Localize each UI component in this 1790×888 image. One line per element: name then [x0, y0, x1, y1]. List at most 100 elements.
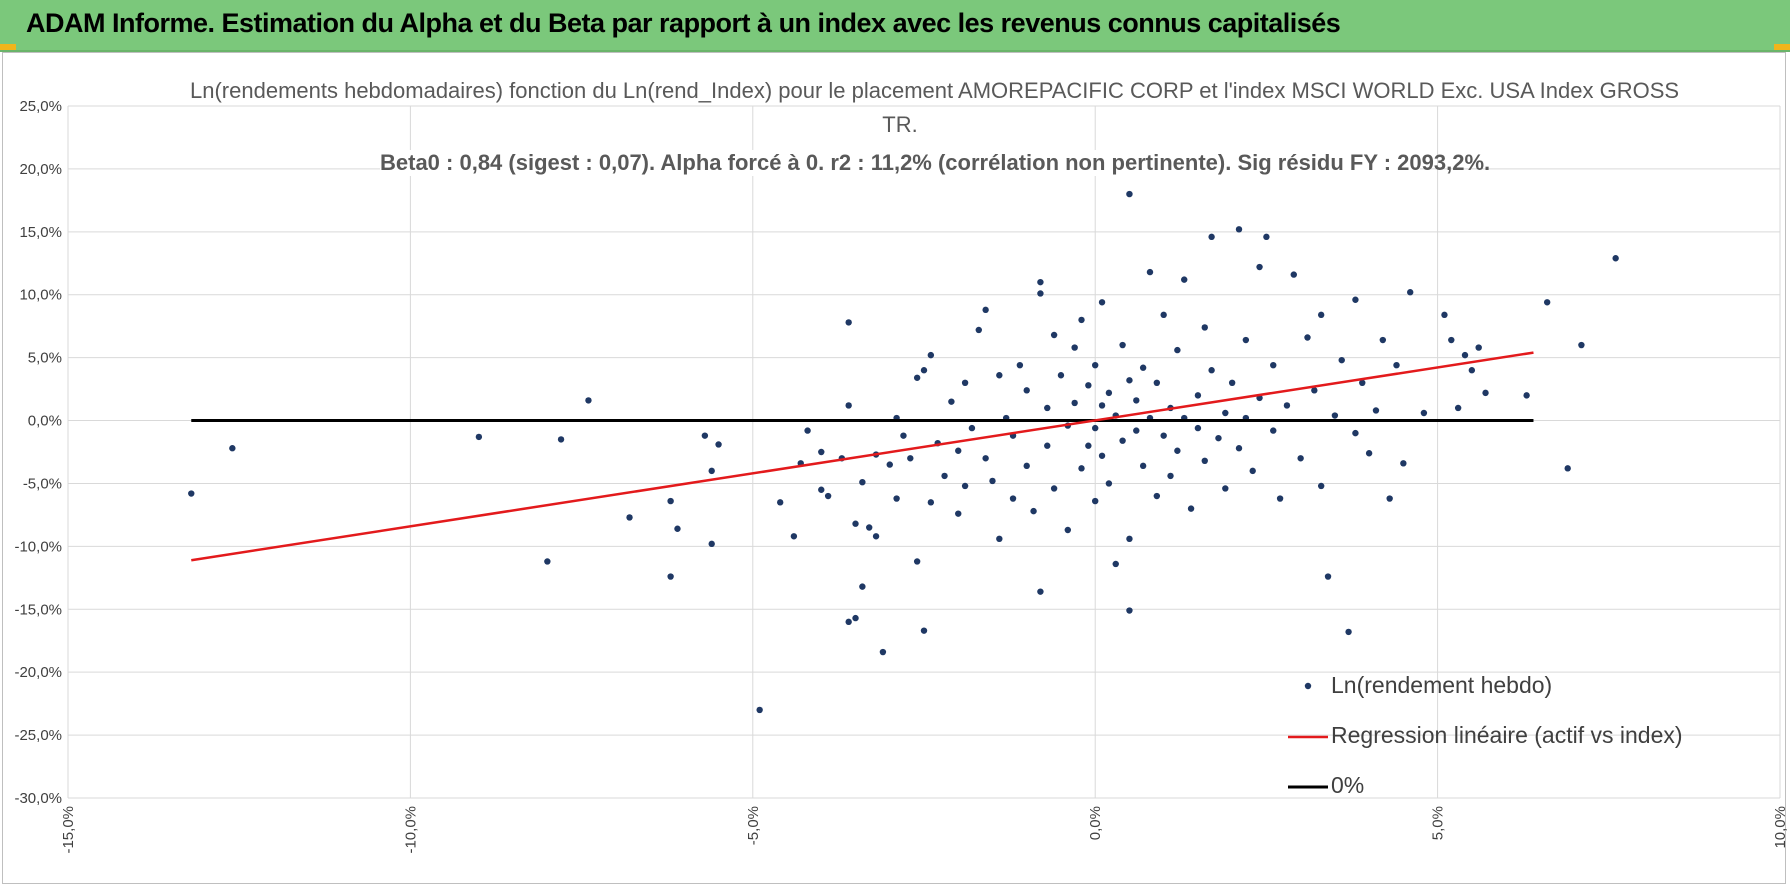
data-point [1270, 361, 1277, 369]
data-point [1078, 465, 1085, 472]
data-point [900, 432, 907, 439]
y-tick-label: 25,0% [19, 98, 62, 115]
data-point [1324, 573, 1332, 580]
data-point [1105, 480, 1113, 487]
data-point [1187, 505, 1195, 512]
y-tick-label: 20,0% [19, 161, 62, 178]
y-tick-label: -15,0% [14, 601, 62, 618]
data-point [1441, 311, 1448, 319]
data-point [1050, 485, 1058, 492]
y-tick-label: 10,0% [19, 287, 62, 304]
data-point [1098, 299, 1106, 306]
data-point [1407, 289, 1414, 296]
data-point [1139, 462, 1147, 470]
data-point [886, 461, 893, 468]
data-point [1564, 465, 1571, 472]
data-point [1208, 367, 1215, 374]
data-point [1454, 404, 1462, 412]
y-tick-label: -30,0% [14, 790, 62, 807]
data-point [968, 424, 976, 432]
data-point [872, 533, 880, 540]
data-point [1317, 311, 1325, 319]
data-point [626, 514, 633, 521]
data-point [1119, 437, 1126, 444]
data-point [667, 497, 674, 505]
legend-label-zero: 0% [1331, 772, 1365, 798]
data-point [1194, 424, 1202, 432]
data-point [893, 495, 900, 502]
data-point [1153, 379, 1161, 386]
data-point [1317, 482, 1325, 490]
data-point [1044, 442, 1051, 449]
data-point [927, 499, 935, 506]
x-tick-label: -15,0% [60, 806, 77, 854]
corner-marker-left [0, 44, 16, 50]
data-point [955, 447, 962, 454]
data-point [941, 472, 948, 480]
data-point [667, 573, 674, 580]
data-point [1345, 628, 1352, 636]
data-point [1078, 316, 1085, 324]
data-point [1249, 467, 1256, 475]
data-point [859, 583, 866, 590]
report-banner: ADAM Informe. Estimation du Alpha et du … [0, 0, 1790, 52]
data-point [1146, 268, 1154, 276]
data-point [845, 319, 852, 326]
data-point [557, 436, 565, 443]
data-point [866, 524, 873, 531]
data-point [982, 455, 989, 462]
y-tick-label: 5,0% [28, 350, 62, 367]
data-point [1475, 344, 1482, 351]
data-point [982, 306, 989, 314]
data-point [1030, 507, 1037, 515]
data-point [818, 448, 825, 456]
data-point [961, 379, 969, 386]
data-point [188, 490, 195, 497]
data-point [1009, 495, 1017, 502]
data-point [1139, 364, 1147, 371]
legend-label-regression: Regression linéaire (actif vs index) [1331, 722, 1683, 748]
data-point [1092, 424, 1099, 432]
data-point [920, 627, 928, 634]
data-point [1235, 226, 1243, 233]
x-tick-label: 10,0% [1772, 806, 1789, 849]
data-point [1359, 379, 1366, 386]
data-point [1283, 402, 1291, 409]
y-tick-label: -10,0% [14, 538, 62, 555]
data-point [708, 540, 715, 548]
data-point [1228, 379, 1236, 386]
data-point [996, 535, 1003, 543]
data-point [1331, 412, 1339, 419]
data-point [1352, 296, 1359, 303]
data-point [776, 499, 784, 506]
data-point [1222, 409, 1229, 417]
chart-title-line-1: Ln(rendements hebdomadaires) fonction du… [190, 78, 1680, 104]
legend-label-points: Ln(rendement hebdo) [1331, 672, 1553, 698]
regression-lines [191, 351, 1534, 562]
legend-marker-points [1304, 682, 1312, 690]
data-point [1133, 397, 1140, 404]
data-point [845, 402, 852, 409]
data-point [1338, 356, 1345, 364]
data-point [927, 351, 935, 359]
data-point [1482, 389, 1489, 397]
data-point [1126, 607, 1133, 614]
y-tick-label: -25,0% [14, 727, 62, 744]
x-tick-label: 0,0% [1087, 806, 1104, 840]
data-point [1352, 429, 1359, 437]
data-point [1092, 497, 1099, 505]
data-point [948, 398, 955, 405]
data-point [824, 492, 832, 500]
data-point [1181, 276, 1188, 283]
data-point [1365, 450, 1373, 457]
report-title: ADAM Informe. Estimation du Alpha et du … [26, 8, 1341, 38]
data-point [818, 486, 825, 493]
data-point [975, 326, 982, 334]
data-point [1201, 324, 1208, 331]
data-point [1050, 331, 1058, 339]
y-tick-label: 15,0% [19, 224, 62, 241]
data-point [852, 614, 859, 622]
data-point [1543, 299, 1551, 306]
data-point [1461, 351, 1469, 359]
